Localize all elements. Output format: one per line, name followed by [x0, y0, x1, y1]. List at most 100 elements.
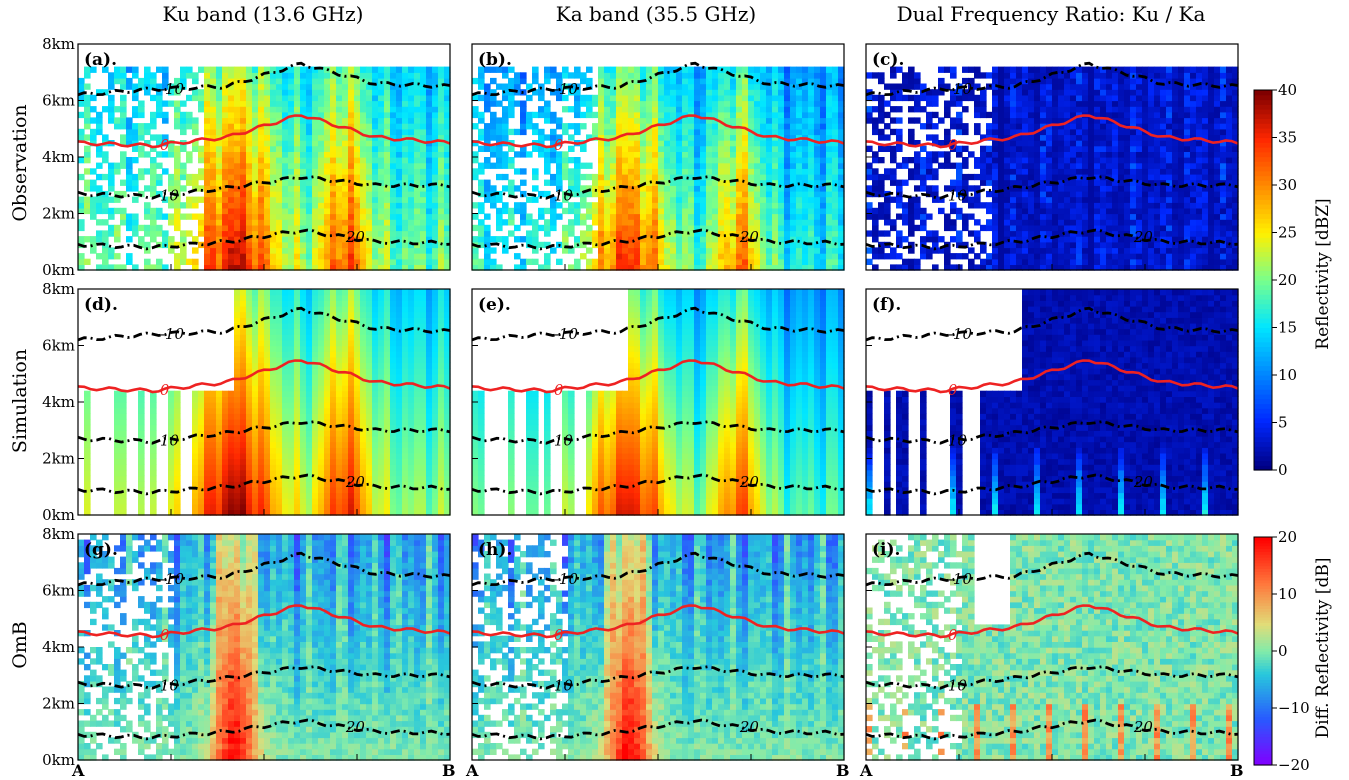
- colorbar-tick-label: 15: [1278, 319, 1297, 337]
- isotherm-label: 20: [739, 228, 760, 246]
- panel-label: (b).: [478, 50, 512, 70]
- isotherm--10: [471, 61, 845, 97]
- colorbar-tick-label: 20: [1278, 271, 1297, 289]
- y-tick-label: 8km: [42, 280, 75, 298]
- isotherm--10: [471, 551, 845, 587]
- isotherm-20: [865, 718, 1239, 741]
- isotherm-label: 0: [948, 626, 958, 644]
- isotherm--10: [865, 551, 1239, 587]
- y-tick-label: 0km: [42, 506, 75, 524]
- isotherm-label: 20: [739, 718, 760, 736]
- panel-label: (c).: [872, 50, 904, 70]
- isotherm-label: 0: [160, 381, 170, 399]
- isotherm-20: [865, 228, 1239, 251]
- isotherm-label: 0: [948, 136, 958, 154]
- y-tick-label: 4km: [42, 638, 75, 656]
- isotherm-10: [77, 175, 451, 200]
- isotherm-label: 10: [160, 432, 180, 450]
- panel-f: -10 0 10 20 (f).: [865, 288, 1239, 516]
- colorbar-tick-label: 0: [1278, 642, 1288, 660]
- isotherm-label: -10: [554, 80, 579, 98]
- isotherm-label: 10: [948, 187, 968, 205]
- y-tick-label: 0km: [42, 751, 75, 769]
- isotherm-label: 10: [948, 677, 968, 695]
- isotherm-10: [865, 665, 1239, 690]
- colorbar-tick-label: 10: [1278, 585, 1297, 603]
- row-title-observation: Observation: [9, 104, 31, 222]
- isotherm-10: [77, 665, 451, 690]
- isotherm-label: -10: [554, 570, 579, 588]
- y-tick-label: 2km: [42, 450, 75, 468]
- isotherm-10: [865, 175, 1239, 200]
- isotherm--10: [77, 61, 451, 97]
- isotherm-label: 0: [160, 626, 170, 644]
- isotherm-label: 20: [345, 228, 366, 246]
- x-endpoint-label-b: B: [1230, 761, 1244, 780]
- isotherm-10: [77, 420, 451, 445]
- x-endpoint-label-a: A: [71, 761, 85, 780]
- heatmap-cells: [866, 66, 1239, 271]
- isotherm-20: [77, 718, 451, 741]
- colorbar-tick-label: 35: [1278, 129, 1297, 147]
- y-tick-label: 8km: [42, 35, 75, 53]
- isotherm-20: [77, 228, 451, 251]
- isotherm-20: [865, 473, 1239, 496]
- colorbar-tick-label: 40: [1278, 81, 1297, 99]
- isotherm-label: 10: [948, 432, 968, 450]
- isotherm--10: [77, 306, 451, 342]
- isotherm-10: [471, 175, 845, 200]
- isotherm-0: [471, 114, 845, 149]
- y-tick-label: 6km: [42, 582, 75, 600]
- colorbar-tick-label: −10: [1278, 699, 1310, 717]
- colorbar-reflectivity: 0 5 10 15 20 25 30 35 40: [1253, 81, 1297, 479]
- y-tick-label: 0km: [42, 261, 75, 279]
- isotherm-label: 0: [160, 136, 170, 154]
- y-tick-label: 6km: [42, 337, 75, 355]
- isotherm-label: -10: [554, 325, 579, 343]
- isotherm-label: 20: [345, 473, 366, 491]
- isotherm-label: -10: [948, 325, 973, 343]
- panel-g: -10 0 10 20 (g). 0km 2km 4km 6km 8km A B: [42, 525, 455, 780]
- column-title-dfr: Dual Frequency Ratio: Ku / Ka: [896, 2, 1206, 26]
- panel-h: -10 0 10 20 (h). A B: [465, 533, 850, 780]
- x-endpoint-label-b: B: [836, 761, 850, 780]
- isotherm-0: [865, 114, 1239, 149]
- isotherm--10: [77, 551, 451, 587]
- colorbar-tick-label: 5: [1278, 414, 1288, 432]
- isotherm-label: 10: [160, 187, 180, 205]
- y-tick-label: 2km: [42, 695, 75, 713]
- colorbar-tick-label: 0: [1278, 461, 1288, 479]
- colorbar-tick-label: 30: [1278, 176, 1297, 194]
- colorbar-tick-label: 20: [1278, 528, 1297, 546]
- panel-i: -10 0 10 20 (i). A B: [859, 533, 1244, 780]
- panel-label: (f).: [872, 295, 901, 315]
- isotherm--10: [471, 306, 845, 342]
- isotherm-0: [865, 359, 1239, 394]
- panel-label: (d).: [84, 295, 118, 315]
- heatmap-cells: [78, 66, 451, 271]
- isotherm-label: 10: [554, 187, 574, 205]
- panel-label: (g).: [84, 540, 118, 560]
- isotherm-label: 10: [554, 432, 574, 450]
- heatmap-cells: [84, 289, 451, 516]
- y-tick-label: 6km: [42, 92, 75, 110]
- panel-b: -10 0 10 20 (b).: [471, 43, 845, 271]
- colorbar-tick-label: 10: [1278, 366, 1297, 384]
- isotherm-20: [471, 718, 845, 741]
- x-endpoint-label-a: A: [859, 761, 873, 780]
- y-tick-label: 4km: [42, 393, 75, 411]
- isotherm-label: 20: [739, 473, 760, 491]
- colorbar-reflectivity-label: Reflectivity [dBZ]: [1313, 198, 1333, 350]
- isotherm-label: -10: [160, 570, 185, 588]
- isotherm-label: -10: [160, 325, 185, 343]
- isotherm-0: [77, 604, 451, 639]
- isotherm-label: 0: [554, 626, 564, 644]
- panel-a: -10 0 10 20 (a). 0km 2km 4km 6km 8km: [42, 35, 451, 279]
- isotherm-20: [471, 473, 845, 496]
- x-endpoint-label-b: B: [442, 761, 456, 780]
- isotherm-label: -10: [948, 570, 973, 588]
- isotherm-0: [77, 359, 451, 394]
- colorbar-difference: −20 −10 0 10 20: [1253, 528, 1310, 774]
- isotherm-0: [471, 359, 845, 394]
